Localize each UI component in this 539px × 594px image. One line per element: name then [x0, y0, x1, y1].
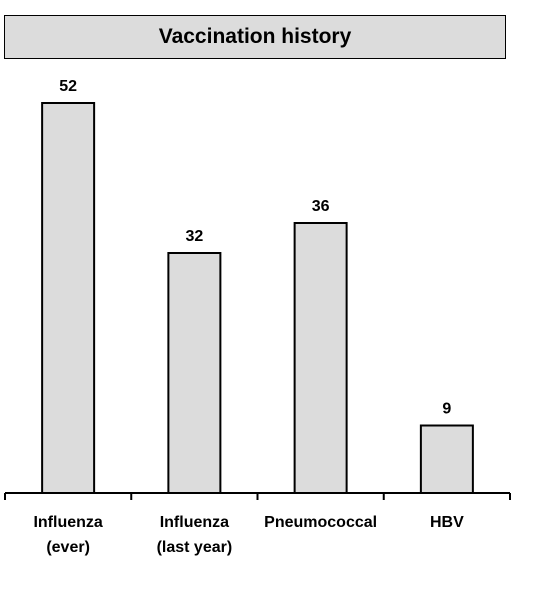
bar-0 — [41, 102, 96, 494]
value-labels-group: 52 32 36 9 — [59, 78, 451, 418]
value-label-2: 36 — [312, 198, 330, 215]
category-label-0: Influenza (ever) — [33, 514, 102, 556]
bar-2 — [293, 222, 348, 494]
bar-1 — [167, 252, 222, 494]
bars-group — [41, 102, 474, 494]
category-label-1: Influenza (last year) — [157, 514, 233, 556]
bar-3 — [419, 424, 474, 494]
value-label-3: 9 — [442, 401, 451, 418]
category-labels-group: Influenza (ever) Influenza (last year) Pneum… — [33, 514, 464, 556]
chart-title: Vaccination history — [4, 15, 506, 59]
value-label-0: 52 — [59, 78, 77, 95]
x-axis — [4, 492, 511, 500]
category-label-3: HBV — [430, 514, 464, 531]
category-label-2: Pneumococcal — [264, 514, 377, 531]
value-label-1: 32 — [185, 228, 203, 245]
